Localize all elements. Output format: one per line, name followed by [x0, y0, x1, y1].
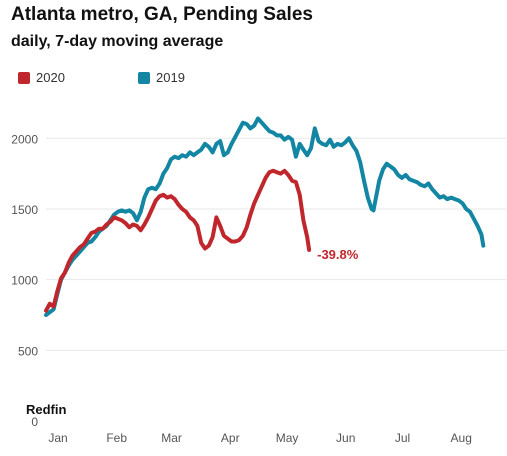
x-tick-label-apr: Apr: [221, 431, 240, 445]
series-line-2019: [44, 116, 486, 317]
source-label: Redfin: [26, 402, 67, 417]
x-tick-label-feb: Feb: [106, 431, 127, 445]
x-tick-label-may: May: [276, 431, 299, 445]
legend-swatch-2019: [138, 71, 150, 84]
legend-label-2019: 2019: [156, 70, 185, 85]
y-tick-label-1000: 1000: [11, 274, 38, 288]
x-tick-label-jan: Jan: [48, 431, 67, 445]
legend-item-2019: 2019: [138, 70, 185, 85]
y-tick-label-0: 0: [31, 415, 38, 429]
x-tick-label-jul: Jul: [395, 431, 410, 445]
chart-title: Atlanta metro, GA, Pending Sales: [11, 4, 313, 25]
series-line-2020: [44, 168, 312, 313]
y-tick-label-2000: 2000: [11, 132, 38, 146]
x-tick-label-jun: Jun: [336, 431, 355, 445]
x-tick-label-aug: Aug: [451, 431, 472, 445]
x-tick-label-mar: Mar: [161, 431, 182, 445]
legend-swatch-2020: [18, 71, 30, 84]
legend-item-2020: 2020: [18, 70, 65, 85]
end-label-2020: -39.8%: [317, 247, 359, 262]
chart-subtitle: daily, 7-day moving average: [11, 33, 224, 50]
y-tick-label-500: 500: [18, 344, 38, 358]
legend-label-2020: 2020: [36, 70, 65, 85]
y-tick-label-1500: 1500: [11, 203, 38, 217]
